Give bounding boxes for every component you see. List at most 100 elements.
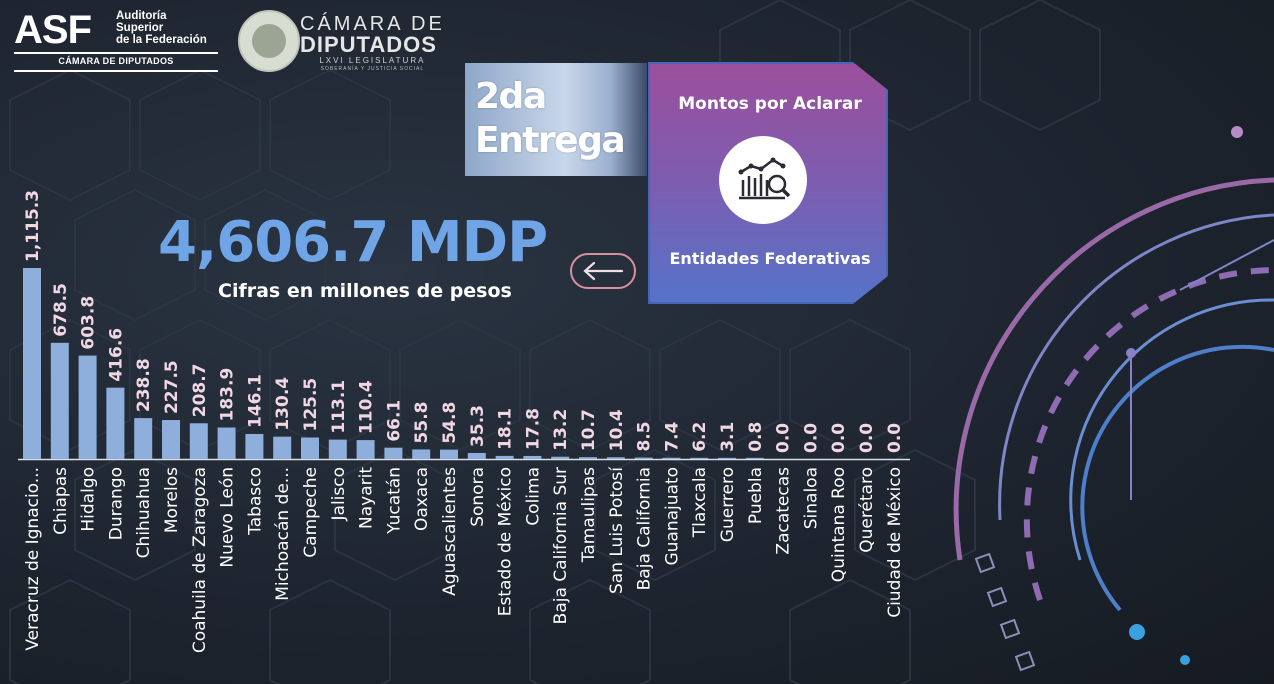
bar-2 xyxy=(50,342,69,459)
category-label: Nuevo León xyxy=(218,467,238,568)
category-label: Durango xyxy=(106,467,126,540)
category-label: Sinaloa xyxy=(801,467,821,529)
entrega-banner: 2da Entrega xyxy=(465,63,647,176)
value-label: 0.0 xyxy=(885,423,905,453)
value-label: 10.7 xyxy=(579,409,599,451)
value-label: 0.0 xyxy=(857,423,877,453)
entrega-line2: Entrega xyxy=(475,120,626,161)
category-label: San Luis Potosí xyxy=(607,466,627,594)
asf-divider-bottom xyxy=(14,70,218,72)
bar-18 xyxy=(495,455,514,459)
value-label: 238.8 xyxy=(134,358,154,412)
camara-seal-icon xyxy=(238,10,300,72)
category-label: Michoacán de... xyxy=(273,467,293,601)
value-label: 0.0 xyxy=(774,423,794,453)
total-subtitle: Cifras en millones de pesos xyxy=(218,280,512,302)
value-label: 3.1 xyxy=(718,422,738,452)
value-label: 603.8 xyxy=(79,296,99,350)
entrega-line1: 2da xyxy=(475,76,547,117)
value-label: 125.5 xyxy=(301,378,321,432)
category-label: Zacatecas xyxy=(774,467,794,555)
bar-10 xyxy=(273,436,292,459)
bar-4 xyxy=(106,387,125,459)
bar-19 xyxy=(523,455,542,459)
category-label: Chihuahua xyxy=(134,467,154,558)
value-label: 0.0 xyxy=(801,423,821,453)
bar-5 xyxy=(134,418,153,459)
category-label: Puebla xyxy=(746,467,766,524)
camara-logo: CÁMARA DE DIPUTADOS LXVI LEGISLATURA SOB… xyxy=(300,14,445,72)
value-label: 0.8 xyxy=(746,422,766,452)
bar-17 xyxy=(467,452,486,459)
camara-line3: LXVI LEGISLATURA xyxy=(319,56,426,65)
bar-14 xyxy=(384,447,403,459)
value-label: 183.9 xyxy=(218,368,238,422)
back-button[interactable] xyxy=(570,253,636,289)
bar-12 xyxy=(328,439,347,459)
asf-logo: ASF Auditoría Superior de la Federación … xyxy=(14,8,220,72)
bar-23 xyxy=(634,457,653,459)
value-label: 18.1 xyxy=(496,408,516,450)
camara-line4: SOBERANÍA Y JUSTICIA SOCIAL xyxy=(320,66,425,72)
asf-logo-text: ASF xyxy=(14,8,92,52)
value-label: 10.4 xyxy=(607,409,627,451)
asf-camara-text: CÁMARA DE DIPUTADOS xyxy=(58,56,174,66)
category-label: Chiapas xyxy=(51,467,71,535)
category-label: Quintana Roo xyxy=(829,467,849,582)
category-label: Morelos xyxy=(162,467,182,533)
value-label: 55.8 xyxy=(412,401,432,443)
bar-16 xyxy=(440,449,458,459)
bar-25 xyxy=(690,457,709,459)
bar-21 xyxy=(579,457,597,459)
category-label: Baja California xyxy=(635,467,655,590)
bar-8 xyxy=(217,427,236,459)
category-label: Tabasco xyxy=(245,467,265,536)
asf-line2: Superior xyxy=(116,22,164,34)
chart-magnifier-icon xyxy=(719,136,807,224)
value-label: 678.5 xyxy=(51,283,71,337)
value-label: 0.0 xyxy=(829,423,849,453)
bar-11 xyxy=(301,437,319,459)
bar-22 xyxy=(606,457,625,459)
card-subtitle: Entidades Federativas xyxy=(669,249,871,268)
value-label: 416.6 xyxy=(106,328,126,382)
value-label: 227.5 xyxy=(162,360,182,414)
category-label: Estado de México xyxy=(496,467,516,616)
category-label: Yucatán xyxy=(384,467,404,535)
value-label: 130.4 xyxy=(273,377,293,431)
asf-logo-subtitle: Auditoría Superior de la Federación xyxy=(116,10,207,46)
value-label: 1,115.3 xyxy=(23,190,43,262)
asf-divider xyxy=(14,52,218,54)
category-label: Tamaulipas xyxy=(579,467,599,563)
category-label: Querétaro xyxy=(857,467,877,553)
card-title: Montos por Aclarar xyxy=(678,94,862,114)
montos-card: Montos por Aclarar Entidades Federativas xyxy=(648,62,888,304)
value-label: 66.1 xyxy=(384,400,404,442)
value-label: 7.4 xyxy=(662,421,682,451)
arrow-left-icon xyxy=(583,261,624,281)
category-label: Campeche xyxy=(301,467,321,558)
camara-line1: CÁMARA DE xyxy=(300,13,445,35)
category-label: Sonora xyxy=(468,467,488,527)
value-label: 6.2 xyxy=(690,422,710,452)
value-label: 110.4 xyxy=(357,380,377,434)
category-label: Jalisco xyxy=(329,467,349,521)
value-label: 8.5 xyxy=(635,421,655,451)
value-label: 113.1 xyxy=(329,380,349,434)
category-label: Hidalgo xyxy=(79,467,99,532)
bar-15 xyxy=(412,449,431,459)
bar-6 xyxy=(162,420,180,459)
category-label: Guanajuato xyxy=(662,467,682,566)
value-label: 17.8 xyxy=(523,408,543,450)
bar-27 xyxy=(745,457,764,459)
value-label: 54.8 xyxy=(440,402,460,444)
category-label: Baja California Sur xyxy=(551,467,571,624)
category-label: Coahuila de Zaragoza xyxy=(190,467,210,653)
value-label: 146.1 xyxy=(245,374,265,428)
category-label: Guerrero xyxy=(718,467,738,542)
bar-24 xyxy=(662,457,681,459)
total-amount: 4,606.7 MDP xyxy=(158,210,548,275)
